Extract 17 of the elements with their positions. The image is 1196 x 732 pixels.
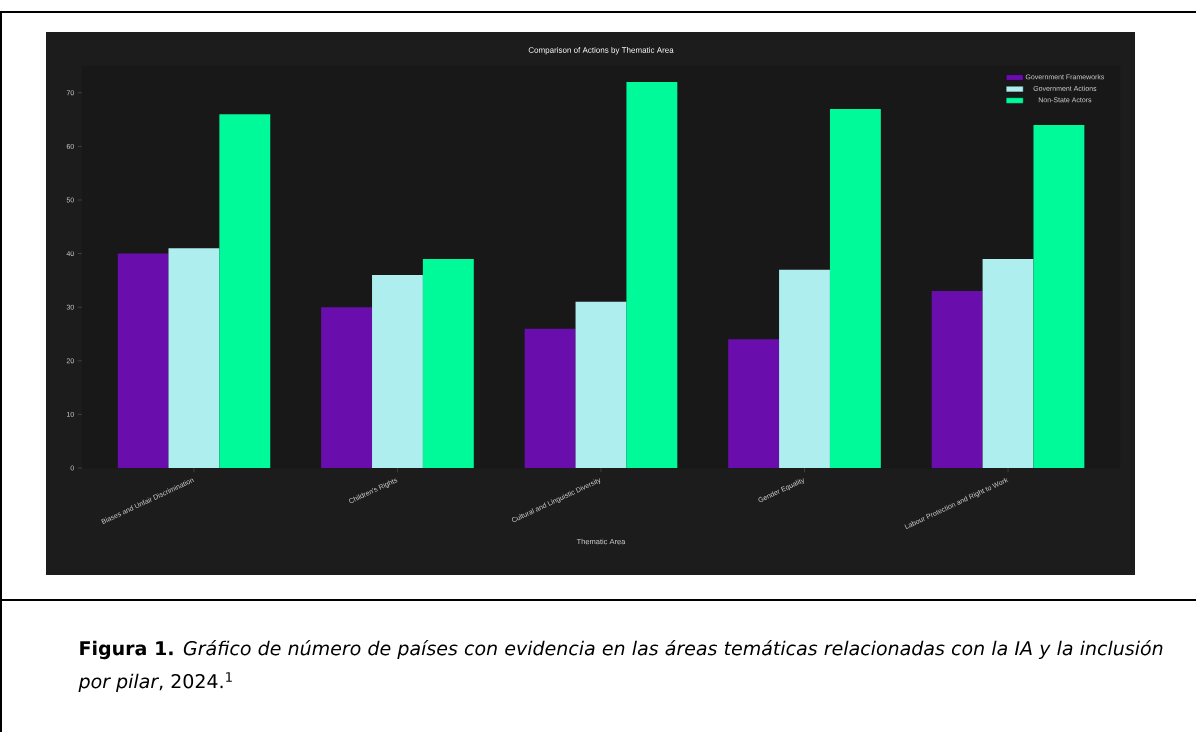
bar (524, 328, 576, 468)
bar (575, 301, 627, 468)
bar (422, 258, 474, 468)
bar (219, 114, 271, 468)
bar (168, 248, 220, 468)
bar (117, 253, 169, 468)
bar (728, 339, 780, 468)
bar (372, 275, 423, 468)
bar (626, 82, 678, 468)
bar (1033, 124, 1085, 468)
bar (982, 258, 1034, 468)
bar (321, 307, 373, 468)
bar (931, 291, 983, 468)
bar (829, 108, 881, 468)
chart-title: Comparison of Actions by Thematic Area (528, 47, 674, 55)
bar (779, 269, 830, 468)
text: Figura 1. Gráfico de número de países con evidencia en las áreas temáticas relacionadas con la IA y la inclusión por pilar, 2024.$^{1}$ (78, 639, 1163, 693)
